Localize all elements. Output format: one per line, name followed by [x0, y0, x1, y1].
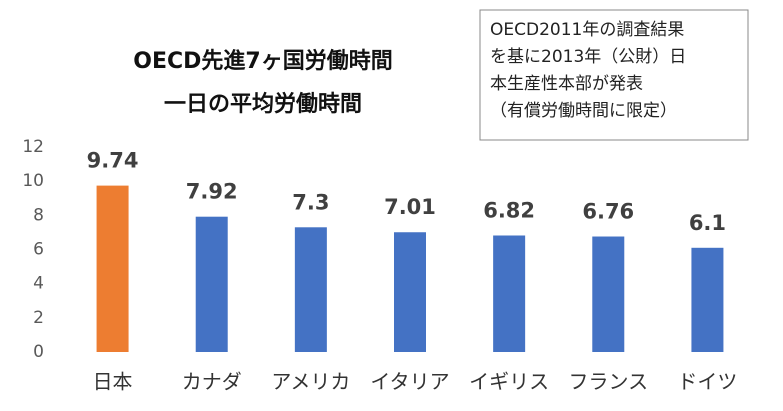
annotation-line: （有償労働時間に限定） [490, 101, 677, 121]
y-tick-label: 10 [22, 171, 44, 191]
data-label: 6.76 [582, 200, 634, 224]
y-tick-label: 0 [33, 342, 44, 362]
data-label: 7.92 [186, 180, 238, 204]
y-tick-label: 4 [33, 274, 44, 294]
x-tick-label: アメリカ [271, 370, 350, 394]
bar [96, 185, 129, 352]
x-tick-label: カナダ [182, 370, 242, 394]
annotation-line: 本生産性本部が発表 [490, 74, 643, 94]
data-label: 7.3 [292, 190, 329, 214]
bar [493, 235, 526, 352]
y-tick-label: 12 [22, 137, 44, 157]
chart-title: 一日の平均労働時間 [164, 91, 362, 117]
bar [394, 232, 426, 352]
x-tick-label: ドイツ [677, 370, 737, 394]
annotation-box [479, 9, 749, 141]
y-tick-label: 2 [33, 308, 44, 328]
bar [195, 216, 228, 352]
chart-title: OECD先進7ヶ国労働時間 [133, 48, 392, 74]
annotation-line: OECD2011年の調査結果 [490, 20, 684, 40]
annotation-line: を基に2013年（公財）日 [490, 47, 686, 67]
y-tick-label: 8 [33, 205, 44, 225]
bar [294, 227, 327, 352]
x-tick-label: イタリア [370, 370, 449, 394]
x-tick-label: 日本 [93, 370, 133, 394]
data-label: 9.74 [87, 149, 139, 173]
x-tick-label: フランス [568, 370, 648, 394]
y-tick-label: 6 [33, 240, 44, 260]
data-label: 7.01 [384, 195, 436, 219]
data-label: 6.82 [483, 198, 535, 222]
bar [592, 236, 625, 352]
bar [691, 247, 724, 352]
x-tick-label: イギリス [469, 370, 549, 394]
data-label: 6.1 [689, 211, 726, 235]
